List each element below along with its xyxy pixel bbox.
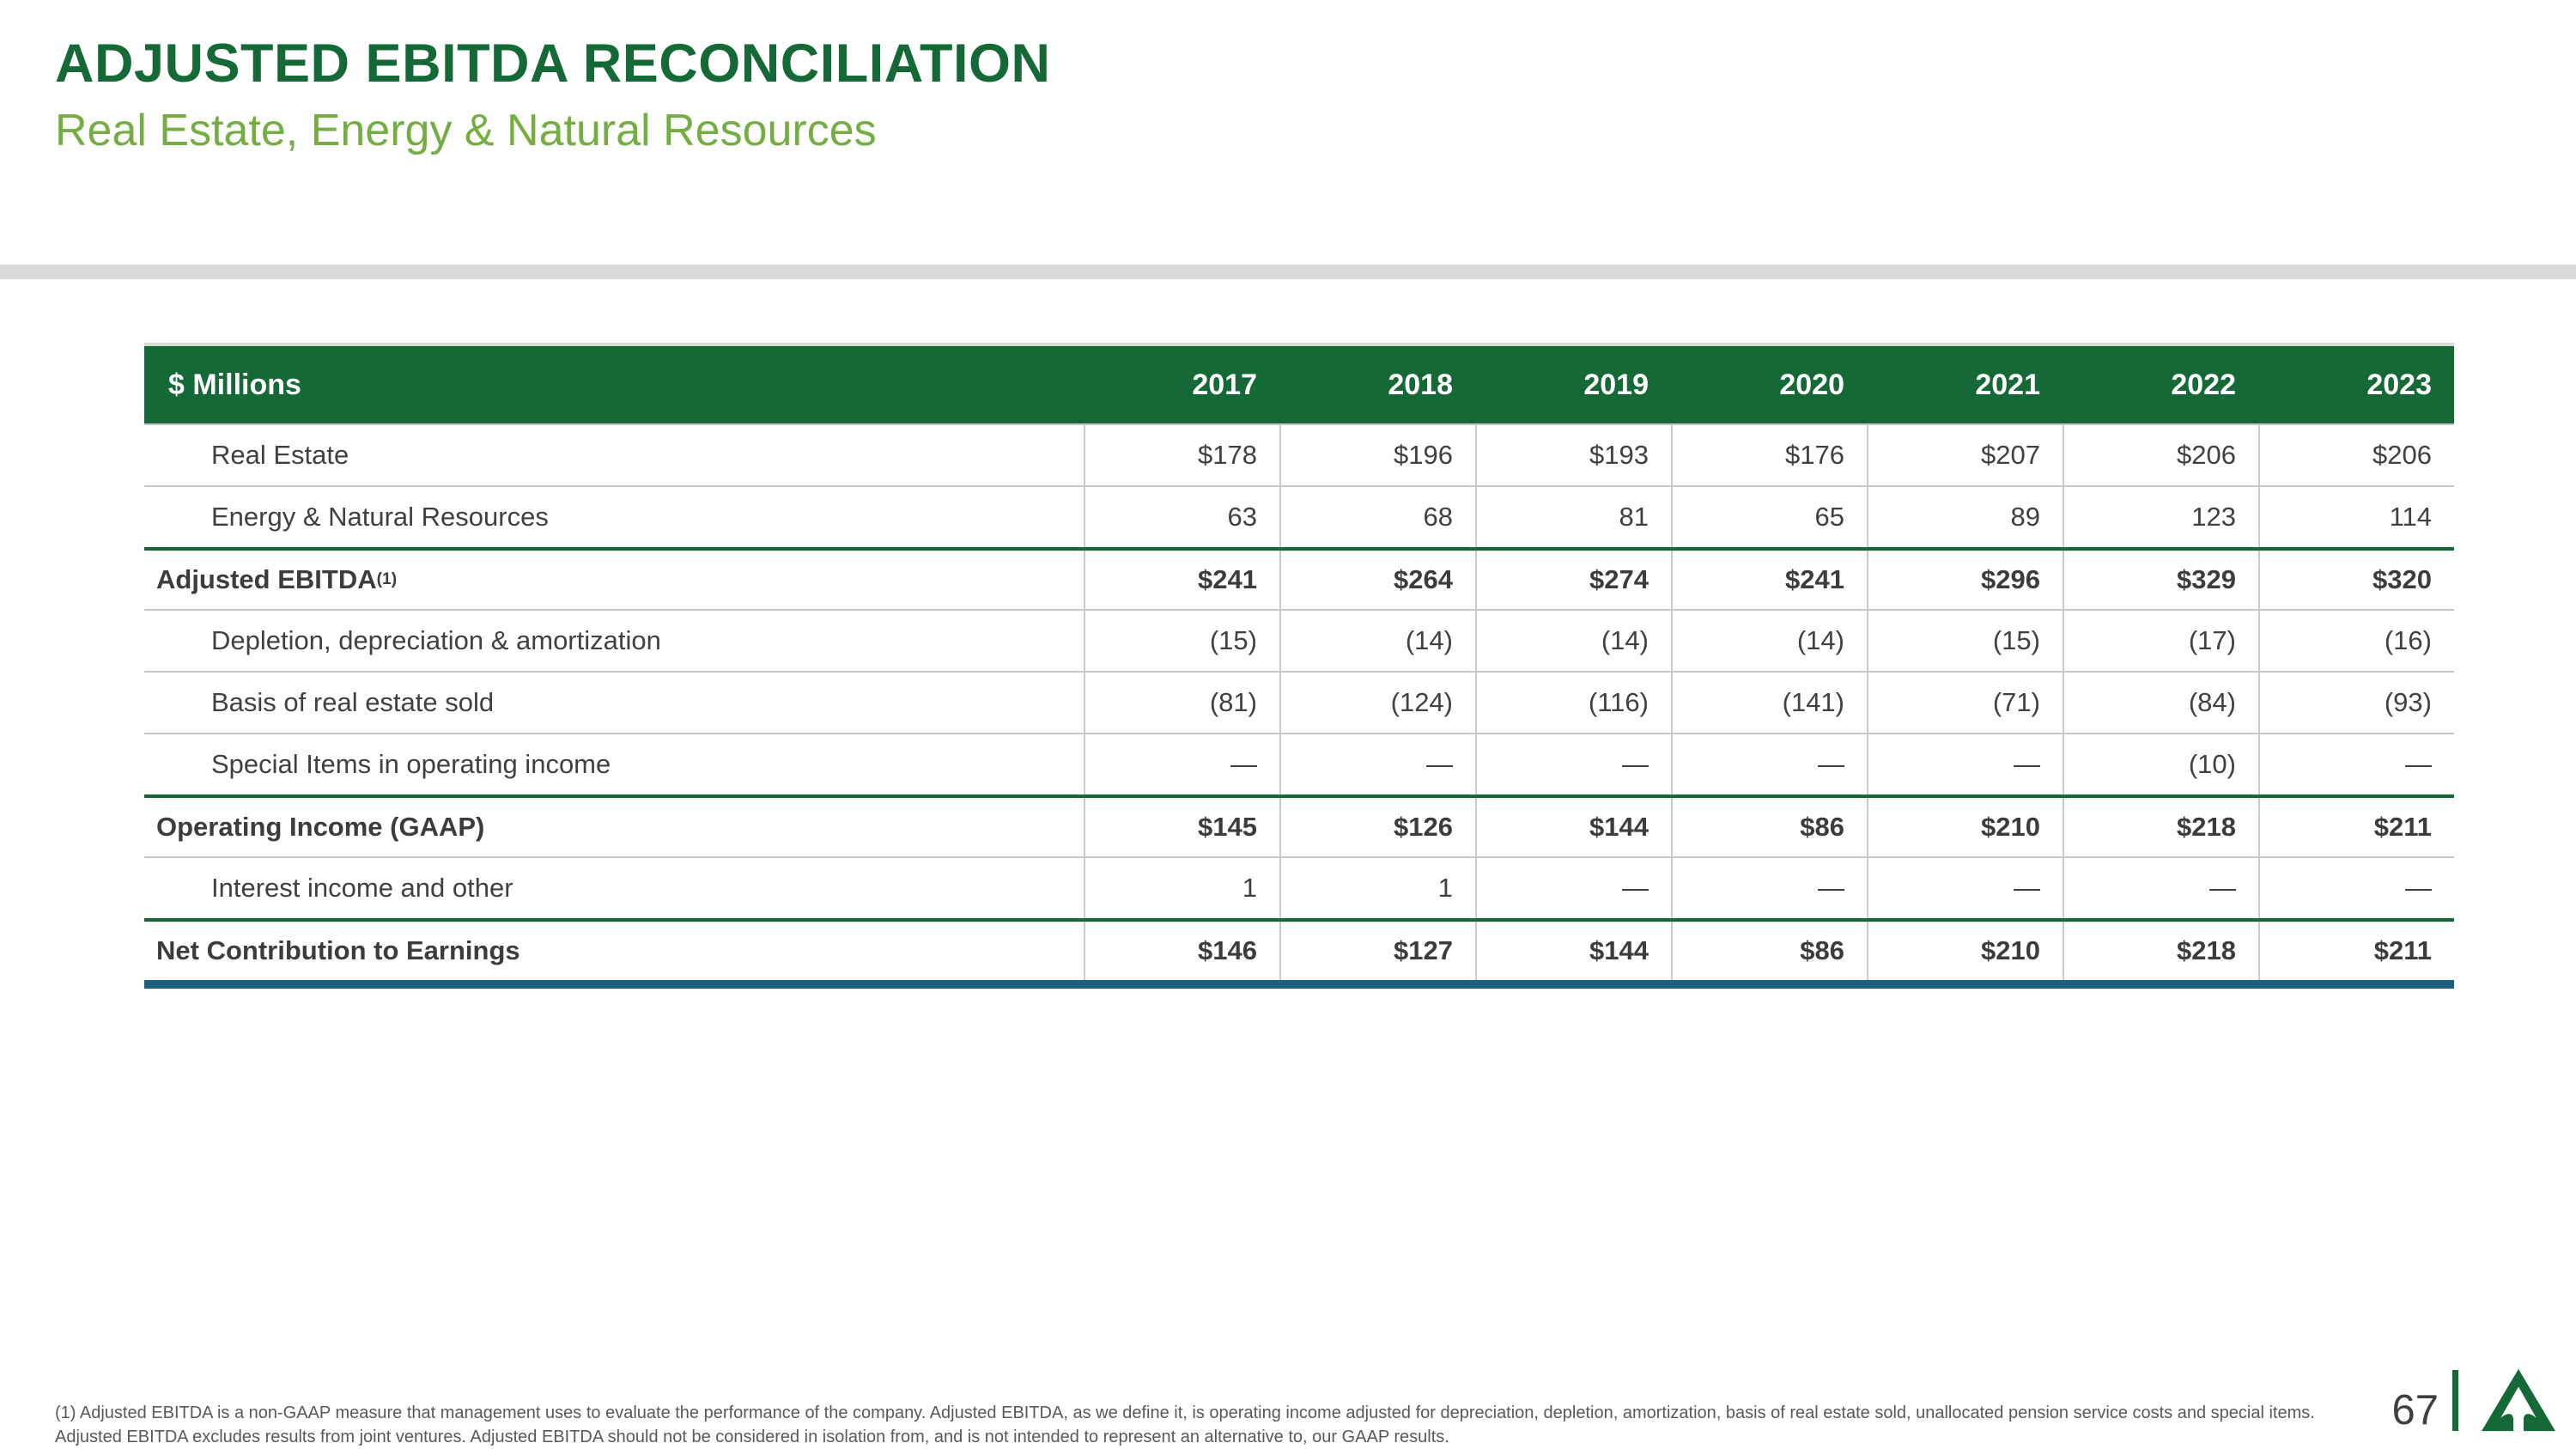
value-cell: 114 [2258, 487, 2454, 547]
row-label: Energy & Natural Resources [211, 502, 549, 532]
table-row: Special Items in operating income — — — — — (1… [144, 733, 2454, 795]
year-column-header: 2017 [1192, 368, 1257, 401]
company-logo-icon [2482, 1368, 2555, 1432]
value-cell: 123 [2063, 487, 2258, 547]
logo-separator-line [2452, 1370, 2458, 1431]
value-cell: (16) [2258, 611, 2454, 671]
value-cell: $296 [1867, 551, 2063, 609]
table-header-row: $ Millions 2017 2018 2019 2020 2021 2022 2023 [144, 346, 2454, 423]
year-column-header: 2019 [1583, 368, 1649, 401]
table-row: Basis of real estate sold (81) (124) (116)(… [144, 671, 2454, 733]
value-cell: $320 [2258, 551, 2454, 609]
value-cell: — [1867, 858, 2063, 918]
row-label: Interest income and other [211, 873, 513, 903]
value-cell: $274 [1475, 551, 1671, 609]
header-divider-bar [0, 265, 2576, 279]
year-column-header: 2020 [1779, 368, 1844, 401]
value-cell: (93) [2258, 673, 2454, 733]
value-cell: $211 [2258, 922, 2454, 980]
value-cell: — [2258, 734, 2454, 795]
value-cell: $196 [1279, 425, 1475, 485]
value-cell: $193 [1475, 425, 1671, 485]
value-cell: 89 [1867, 487, 2063, 547]
value-cell: (71) [1867, 673, 2063, 733]
value-cell: — [2258, 858, 2454, 918]
page-title: ADJUSTED EBITDA RECONCILIATION [55, 33, 1051, 94]
row-label: Real Estate [211, 440, 349, 470]
value-cell: (141) [1671, 673, 1867, 733]
value-cell: (15) [1084, 611, 1279, 671]
value-cell: $146 [1084, 922, 1279, 980]
value-cell: $86 [1671, 922, 1867, 980]
year-column-header: 2022 [2171, 368, 2236, 401]
table-row: Net Contribution to Earnings $146 $127 $144… [144, 918, 2454, 980]
value-cell: — [1671, 734, 1867, 795]
value-cell: $86 [1671, 798, 1867, 856]
table-header-unit-label: $ Millions [168, 368, 301, 401]
value-cell: $176 [1671, 425, 1867, 485]
value-cell: $144 [1475, 922, 1671, 980]
value-cell: 65 [1671, 487, 1867, 547]
row-label: Basis of real estate sold [211, 687, 495, 717]
value-cell: — [1279, 734, 1475, 795]
value-cell: — [2063, 858, 2258, 918]
value-cell: — [1671, 858, 1867, 918]
value-cell: $264 [1279, 551, 1475, 609]
value-cell: $206 [2258, 425, 2454, 485]
value-cell: (81) [1084, 673, 1279, 733]
value-cell: $144 [1475, 798, 1671, 856]
value-cell: $207 [1867, 425, 2063, 485]
value-cell: $210 [1867, 922, 2063, 980]
value-cell: — [1867, 734, 2063, 795]
value-cell: $206 [2063, 425, 2258, 485]
year-column-header: 2023 [2366, 368, 2432, 401]
value-cell: (124) [1279, 673, 1475, 733]
value-cell: 81 [1475, 487, 1671, 547]
value-cell: — [1475, 858, 1671, 918]
value-cell: 63 [1084, 487, 1279, 547]
value-cell: (15) [1867, 611, 2063, 671]
page-number: 67 [2391, 1387, 2439, 1434]
value-cell: 68 [1279, 487, 1475, 547]
row-label: Operating Income (GAAP) [156, 812, 485, 842]
value-cell: (17) [2063, 611, 2258, 671]
value-cell: $241 [1671, 551, 1867, 609]
value-cell: $329 [2063, 551, 2258, 609]
value-cell: $218 [2063, 922, 2258, 980]
table-row: Operating Income (GAAP) $145 $126 $144 $86 $2… [144, 795, 2454, 856]
table-row: Real Estate $178 $196 $193 $176 $207 $206 $206 [144, 423, 2454, 485]
value-cell: $241 [1084, 551, 1279, 609]
footnote-text: (1) Adjusted EBITDA is a non-GAAP measur… [55, 1403, 2315, 1446]
value-cell: 1 [1279, 858, 1475, 918]
table-row: Interest income and other 1 1— — — — — [144, 856, 2454, 918]
ebitda-table: $ Millions 2017 2018 2019 2020 2021 2022 2023 … [144, 343, 2454, 989]
value-cell: $211 [2258, 798, 2454, 856]
row-label: Adjusted EBITDA (1) [156, 564, 398, 594]
value-cell: — [1084, 734, 1279, 795]
row-label: Depletion, depreciation & amortization [211, 625, 661, 655]
value-cell: $145 [1084, 798, 1279, 856]
value-cell: (14) [1671, 611, 1867, 671]
row-label: Special Items in operating income [211, 749, 611, 779]
table-row: Depletion, depreciation & amortization (1… [144, 609, 2454, 671]
value-cell: $126 [1279, 798, 1475, 856]
value-cell: (10) [2063, 734, 2258, 795]
row-label: Net Contribution to Earnings [156, 935, 520, 965]
year-column-header: 2021 [1975, 368, 2040, 401]
year-column-header: 2018 [1388, 368, 1453, 401]
value-cell: $218 [2063, 798, 2258, 856]
value-cell: $210 [1867, 798, 2063, 856]
value-cell: (116) [1475, 673, 1671, 733]
value-cell: $178 [1084, 425, 1279, 485]
page-subtitle: Real Estate, Energy & Natural Resources [55, 106, 877, 155]
value-cell: $127 [1279, 922, 1475, 980]
value-cell: (14) [1475, 611, 1671, 671]
value-cell: (14) [1279, 611, 1475, 671]
table-row: Energy & Natural Resources 63 68 81 65 89 123 1… [144, 485, 2454, 547]
table-row: Adjusted EBITDA (1) $241 $264 $274 $241 $296 $3… [144, 547, 2454, 609]
value-cell: — [1475, 734, 1671, 795]
value-cell: (84) [2063, 673, 2258, 733]
value-cell: 1 [1084, 858, 1279, 918]
